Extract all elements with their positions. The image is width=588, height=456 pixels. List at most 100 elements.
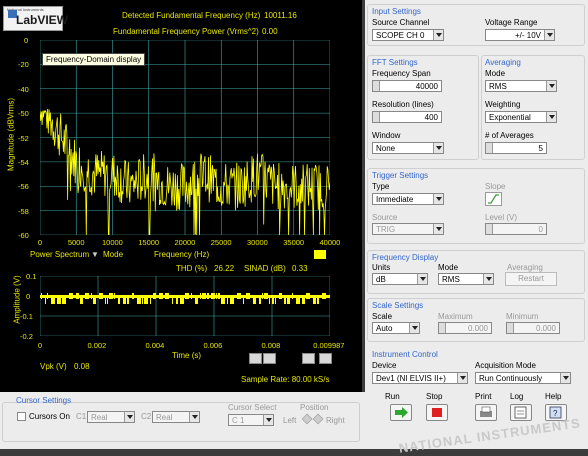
averages-spinner[interactable] [486, 143, 493, 153]
y-autoscale-button[interactable] [319, 353, 332, 364]
scale-select[interactable]: Auto [372, 322, 420, 334]
log-button[interactable] [510, 404, 532, 421]
x-autoscale-button[interactable] [302, 353, 315, 364]
trigger-source-label: Source [372, 213, 398, 222]
pan-tool-button[interactable] [263, 353, 276, 364]
chevron-down-icon [189, 412, 199, 422]
position-diamond-buttons[interactable] [302, 413, 324, 425]
time-pulse [317, 298, 319, 304]
units-select[interactable]: dB [372, 273, 428, 285]
thd-label: THD (%) [176, 264, 208, 273]
resolution-input[interactable]: 400 [372, 111, 442, 123]
zoom-tool-button[interactable] [249, 353, 262, 364]
sinad-value: 0.33 [292, 264, 308, 273]
vpk-value: 0.08 [74, 362, 90, 371]
source-channel-select[interactable]: SCOPE CH 0 [372, 29, 444, 41]
voltage-range-label: Voltage Range [485, 18, 538, 27]
time-x-tick: 0.002 [87, 341, 107, 350]
scale-settings-group [367, 298, 585, 342]
display-averaging-label: Averaging [507, 263, 543, 272]
stop-square-icon [432, 408, 442, 417]
power-spectrum-legend[interactable]: Power Spectrum [30, 250, 90, 259]
time-pulse [62, 298, 66, 304]
trigger-type-select[interactable]: Immediate [372, 193, 444, 205]
settings-panel: Input Settings Source Channel SCOPE CH 0… [365, 0, 588, 449]
c2-label: C2 [141, 412, 152, 421]
time-pulse [284, 298, 286, 304]
weighting-select[interactable]: Exponential [485, 111, 557, 123]
display-mode-value: RMS [442, 275, 460, 284]
level-spinner[interactable] [486, 224, 493, 234]
window-label: Window [372, 131, 401, 140]
c1-select[interactable]: Real [87, 411, 135, 423]
frequency-display-group [367, 250, 585, 294]
frequency-span-input[interactable]: 40000 [372, 80, 442, 92]
units-label: Units [372, 263, 391, 272]
time-pulse [259, 298, 261, 304]
acquisition-mode-select[interactable]: Run Continuously [475, 372, 571, 384]
print-button[interactable] [475, 404, 497, 421]
minimum-value: 0.000 [535, 324, 556, 333]
fund-freq-label: Detected Fundamental Frequency (Hz) [122, 11, 261, 20]
c2-select[interactable]: Real [152, 411, 200, 423]
acquisition-mode-value: Run Continuously [479, 374, 543, 383]
time-pulse [57, 298, 61, 304]
frequency-display-title: Frequency Display [372, 253, 439, 262]
ni-eagle-icon [8, 10, 17, 18]
time-pulse [253, 298, 256, 304]
display-mode-select[interactable]: RMS [438, 273, 494, 285]
time-pulse [287, 298, 290, 304]
chevron-down-icon [124, 412, 134, 422]
max-spinner[interactable] [439, 323, 446, 333]
mode-dropdown-arrow-icon[interactable]: ▼ [91, 250, 99, 259]
time-pulse [172, 298, 173, 304]
time-pulse [107, 298, 108, 304]
frequency-span-label: Frequency Span [372, 69, 431, 78]
num-averages-input[interactable]: 5 [485, 142, 547, 154]
resolution-spinner[interactable] [373, 112, 380, 122]
chevron-down-icon [409, 323, 419, 333]
stop-button[interactable] [426, 404, 448, 421]
spectrum-y-tick: 0 [24, 36, 29, 45]
device-select[interactable]: Dev1 (NI ELVIS II+) [372, 372, 468, 384]
trigger-source-select[interactable]: TRIG [372, 223, 444, 235]
spectrum-graph [40, 40, 330, 235]
span-spinner[interactable] [373, 81, 380, 91]
print-label: Print [475, 392, 492, 401]
cursor-select-label: Cursor Select [228, 403, 277, 412]
chevron-down-icon [263, 415, 273, 425]
source-channel-label: Source Channel [372, 18, 430, 27]
scale-value: Auto [376, 324, 393, 333]
maximum-input[interactable]: 0.000 [438, 322, 492, 334]
acquisition-mode-label: Acquisition Mode [475, 361, 536, 370]
min-spinner[interactable] [507, 323, 514, 333]
trigger-level-input[interactable]: 0 [485, 223, 547, 235]
fft-settings-title: FFT Settings [372, 58, 418, 67]
chevron-down-icon [417, 274, 427, 284]
time-pulse [243, 298, 244, 304]
help-button[interactable]: ? [545, 404, 567, 421]
resolution-value: 400 [424, 113, 438, 122]
time-x-tick: 0.009987 [313, 341, 345, 350]
log-notepad-icon [514, 406, 527, 419]
minimum-input[interactable]: 0.000 [506, 322, 560, 334]
time-x-tick: 0.008 [261, 341, 281, 350]
slope-button[interactable] [485, 192, 502, 206]
time-pulse [296, 298, 300, 304]
spectrum-y-tick: -40 [18, 84, 29, 94]
run-button[interactable] [390, 404, 412, 421]
voltage-range-select[interactable]: +/- 10V [485, 29, 555, 41]
cursors-on-checkbox[interactable] [17, 412, 26, 421]
avg-mode-select[interactable]: RMS [485, 80, 557, 92]
cursor-select[interactable]: C 1 [228, 414, 274, 426]
restart-button[interactable]: Restart [505, 272, 557, 286]
weighting-label: Weighting [485, 100, 521, 109]
time-pulse [80, 298, 83, 304]
plot-color-swatch[interactable] [314, 250, 326, 259]
thd-value: 26.22 [214, 264, 235, 273]
trigger-source-value: TRIG [376, 225, 396, 234]
chevron-down-icon [433, 224, 443, 234]
window-select[interactable]: None [372, 142, 444, 154]
maximum-label: Maximum [438, 312, 473, 321]
spectrum-x-tick: 10000 [102, 238, 123, 247]
